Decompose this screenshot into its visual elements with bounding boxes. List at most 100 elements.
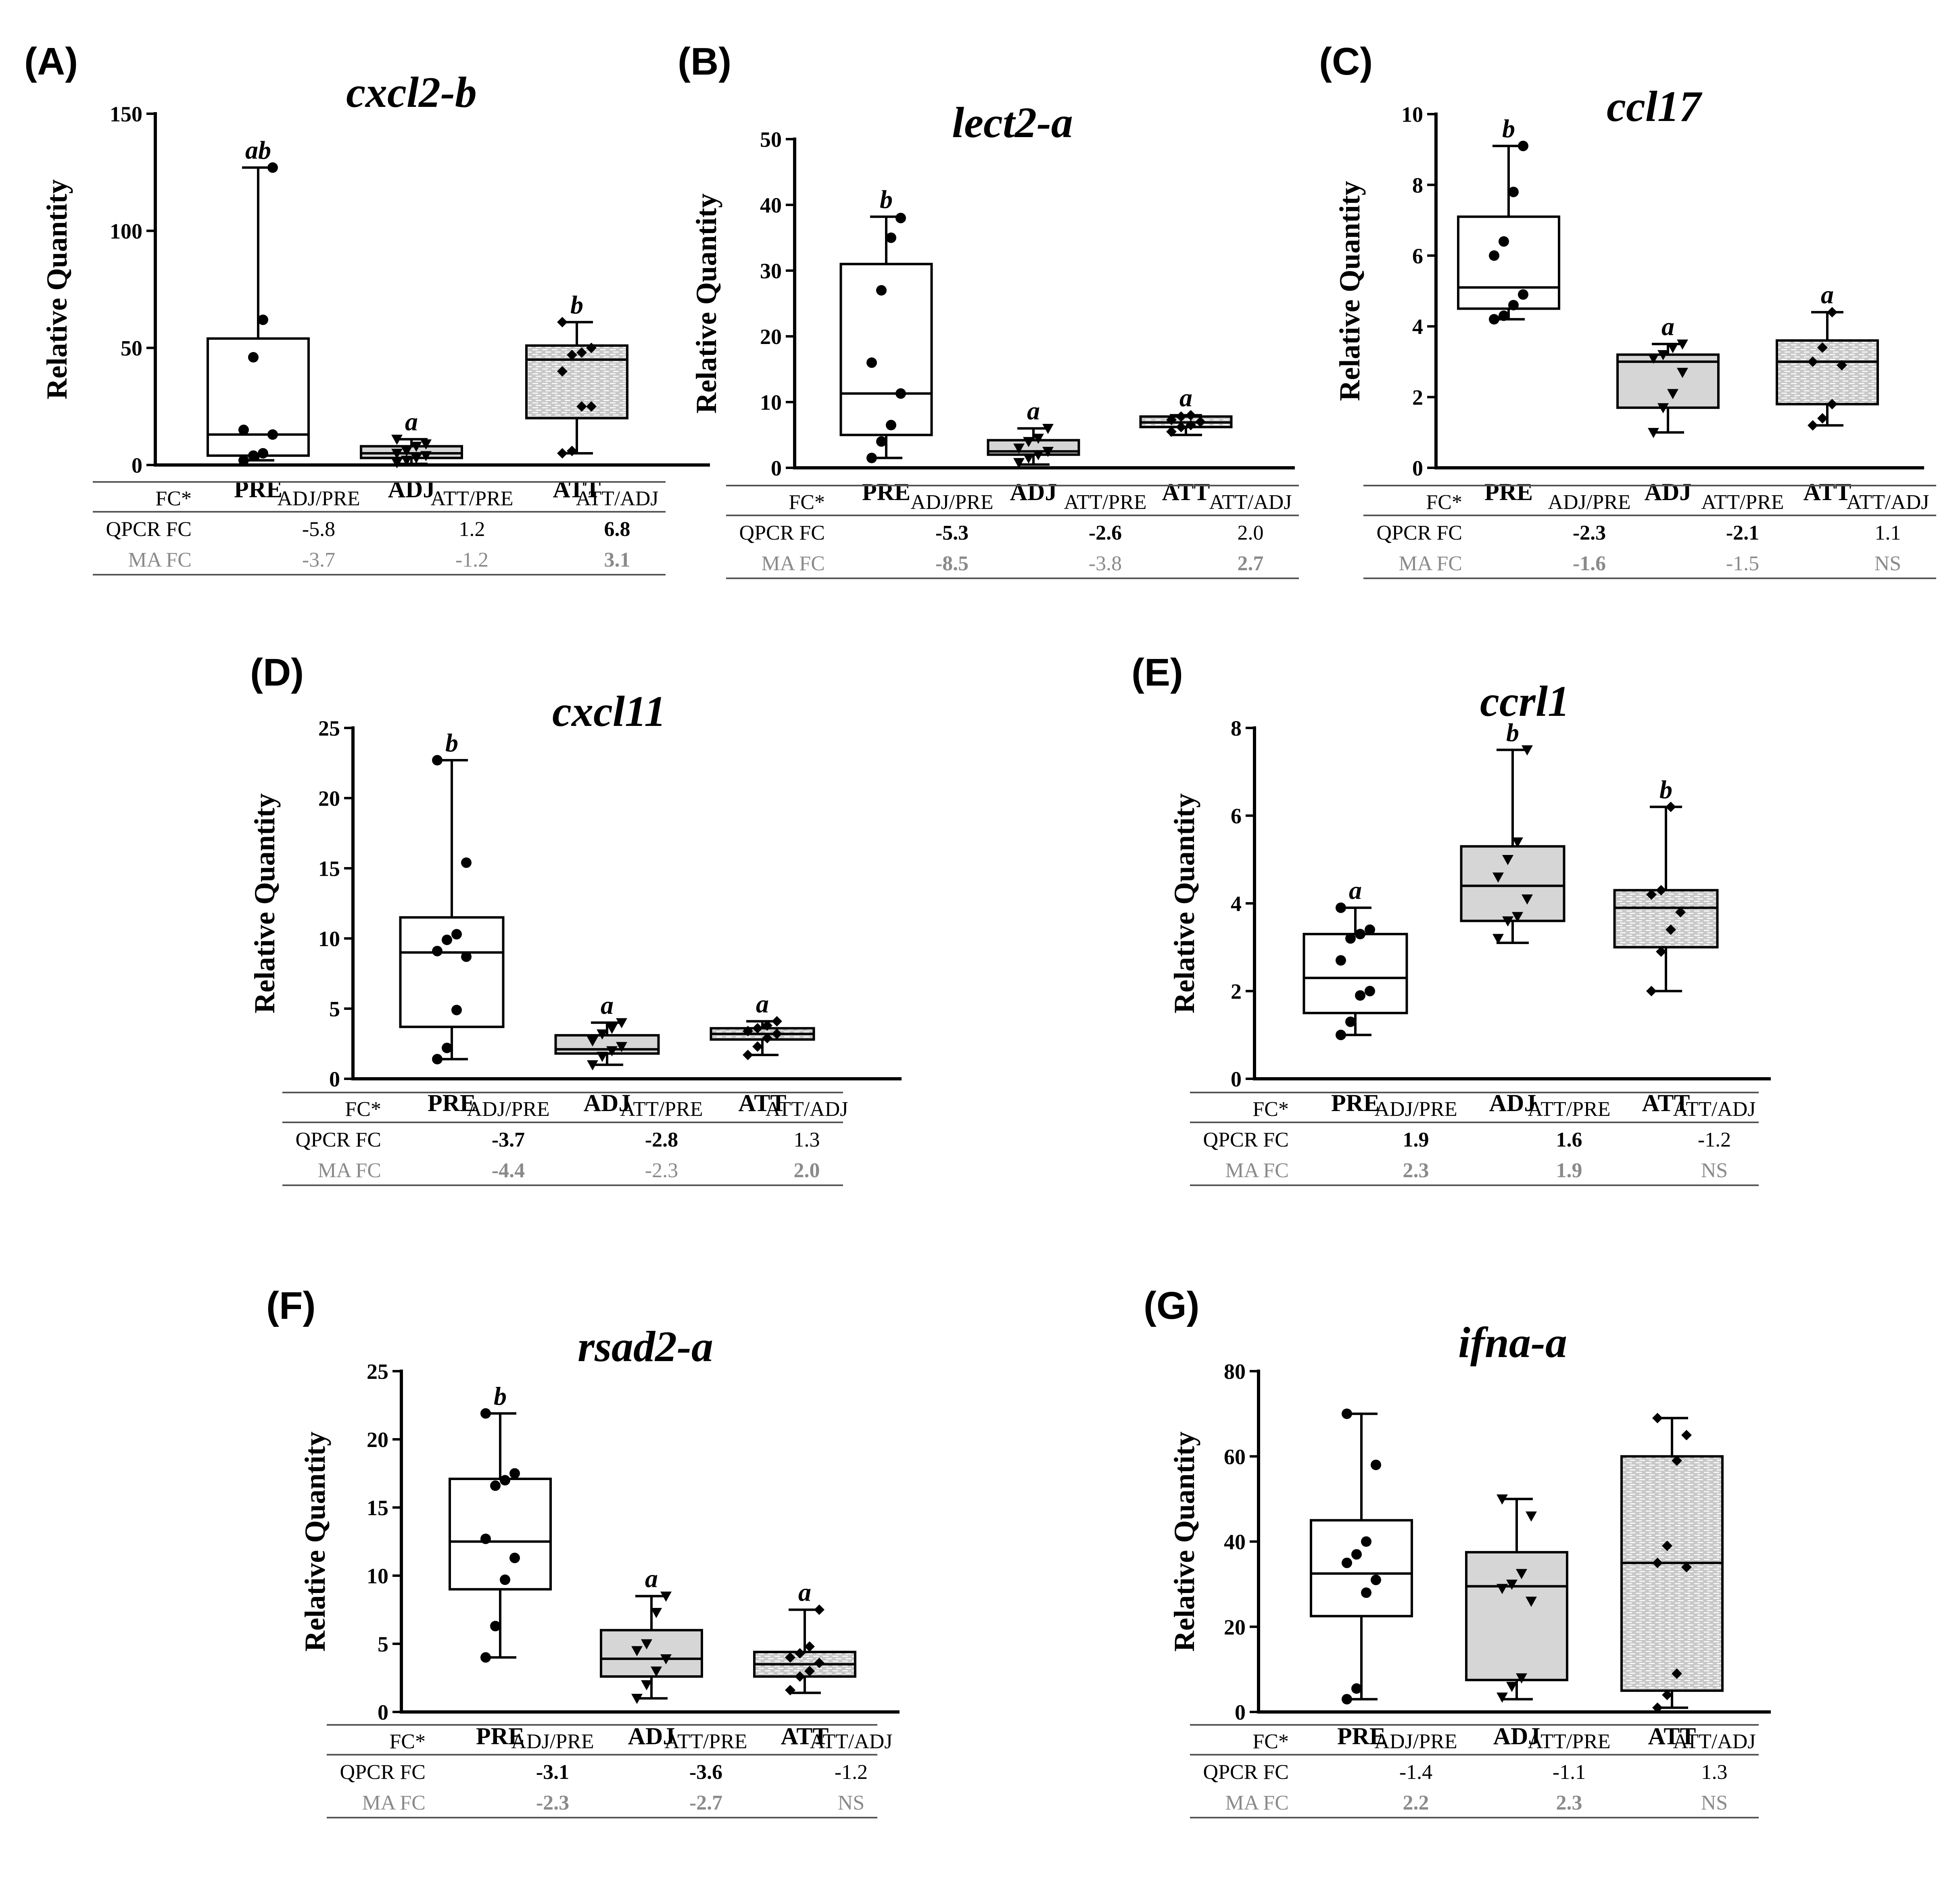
y-tick-label: 10 bbox=[367, 1564, 388, 1588]
x-tick-label: ADJ bbox=[628, 1723, 675, 1749]
table-header: FC* bbox=[1252, 1098, 1289, 1121]
panel-label: (C) bbox=[1319, 40, 1373, 83]
data-point bbox=[651, 1608, 662, 1618]
data-point bbox=[490, 1621, 501, 1632]
data-point bbox=[1672, 1668, 1682, 1679]
data-point bbox=[1652, 1557, 1663, 1568]
table-header: ADJ/PRE bbox=[467, 1098, 549, 1121]
y-tick-label: 4 bbox=[1412, 315, 1423, 339]
data-point bbox=[1667, 389, 1678, 399]
data-point bbox=[1662, 1689, 1672, 1700]
data-point bbox=[1666, 801, 1676, 812]
data-point bbox=[567, 446, 577, 457]
data-point bbox=[442, 934, 452, 945]
data-point bbox=[576, 401, 587, 412]
y-tick-label: 10 bbox=[760, 390, 782, 415]
data-point bbox=[1499, 236, 1509, 247]
box-pre: a bbox=[1302, 876, 1408, 1040]
y-tick-label: 150 bbox=[110, 102, 142, 126]
y-tick-label: 10 bbox=[318, 927, 340, 951]
data-point bbox=[616, 1042, 627, 1052]
data-point bbox=[391, 458, 403, 469]
fold-change-table: FC* ADJ/PRE ATT/PRE ATT/ADJ QPCR FC -5.3 -2.6 2… bbox=[726, 485, 1299, 579]
data-point bbox=[1166, 415, 1177, 425]
ma-fc-value: NS bbox=[1701, 1159, 1728, 1182]
table-header: ADJ/PRE bbox=[1374, 1730, 1457, 1753]
data-point bbox=[785, 1685, 795, 1695]
y-tick-label: 0 bbox=[771, 456, 782, 480]
data-point bbox=[660, 1591, 672, 1602]
data-point bbox=[1492, 872, 1504, 883]
table-header: ATT/PRE bbox=[620, 1098, 703, 1121]
data-point bbox=[1666, 924, 1676, 935]
data-point bbox=[1013, 443, 1025, 454]
y-tick-label: 50 bbox=[121, 336, 142, 361]
data-point bbox=[248, 450, 259, 461]
x-tick-label: ATT bbox=[1162, 479, 1210, 505]
data-point bbox=[804, 1666, 815, 1676]
data-point bbox=[1675, 907, 1686, 917]
iqr-box bbox=[1613, 889, 1719, 949]
ma-fc-value: 2.7 bbox=[1238, 552, 1264, 575]
significance-letter: a bbox=[1349, 876, 1362, 905]
data-point bbox=[1672, 1455, 1682, 1466]
data-point bbox=[1506, 1682, 1517, 1692]
data-point bbox=[586, 401, 597, 412]
table-header: ATT/ADJ bbox=[576, 487, 658, 510]
table-header: FC* bbox=[1426, 491, 1462, 514]
data-point bbox=[500, 1574, 510, 1585]
data-point bbox=[1512, 837, 1523, 848]
y-tick-label: 8 bbox=[1412, 173, 1423, 197]
box-adj: a bbox=[600, 1564, 703, 1704]
qpcr-fc-value: 1.6 bbox=[1556, 1128, 1582, 1151]
qpcr-fc-value: -1.1 bbox=[1553, 1761, 1586, 1784]
qpcr-fc-value: 2.0 bbox=[1238, 521, 1264, 544]
data-point bbox=[886, 232, 896, 243]
data-point bbox=[1508, 300, 1519, 311]
data-point bbox=[1516, 1673, 1527, 1684]
data-point bbox=[1677, 368, 1688, 378]
data-point bbox=[743, 1049, 753, 1060]
data-point bbox=[631, 1646, 643, 1656]
ma-fc-value: NS bbox=[1701, 1791, 1728, 1814]
data-point bbox=[1176, 411, 1186, 422]
data-point bbox=[461, 951, 472, 962]
data-point bbox=[480, 1408, 491, 1419]
y-tick-label: 40 bbox=[1224, 1530, 1246, 1554]
data-point bbox=[1355, 990, 1365, 1001]
data-point bbox=[1837, 360, 1847, 371]
data-point bbox=[1516, 1569, 1527, 1579]
data-point bbox=[567, 350, 577, 361]
data-point bbox=[1042, 447, 1054, 457]
data-point bbox=[1336, 1030, 1346, 1040]
panel-label: (F) bbox=[266, 1284, 316, 1327]
iqr-box bbox=[1620, 1455, 1724, 1692]
data-point bbox=[743, 1026, 753, 1036]
y-tick-label: 0 bbox=[378, 1700, 388, 1724]
data-point bbox=[1652, 1413, 1663, 1424]
data-point bbox=[500, 1475, 510, 1486]
y-tick-label: 15 bbox=[318, 857, 340, 881]
qpcr-fc-value: -3.7 bbox=[492, 1128, 525, 1151]
data-point bbox=[895, 388, 906, 399]
data-point bbox=[772, 1028, 782, 1039]
iqr-box bbox=[1460, 845, 1565, 922]
box-pre bbox=[1310, 1408, 1413, 1705]
data-point bbox=[442, 1042, 452, 1053]
qpcr-row-label: QPCR FC bbox=[739, 521, 825, 544]
data-point bbox=[1502, 916, 1513, 927]
box-adj: a bbox=[987, 396, 1080, 468]
data-point bbox=[587, 1036, 598, 1047]
data-point bbox=[1489, 314, 1499, 325]
qpcr-fc-value: -1.2 bbox=[1698, 1128, 1731, 1151]
y-tick-label: 0 bbox=[1412, 456, 1423, 480]
data-point bbox=[490, 1480, 501, 1491]
data-point bbox=[1371, 1459, 1381, 1470]
x-tick-label: ATT bbox=[1803, 479, 1851, 505]
data-point bbox=[641, 1680, 652, 1691]
iqr-box bbox=[525, 344, 628, 419]
data-point bbox=[557, 317, 568, 327]
data-point bbox=[420, 439, 432, 450]
data-point bbox=[1365, 986, 1375, 997]
